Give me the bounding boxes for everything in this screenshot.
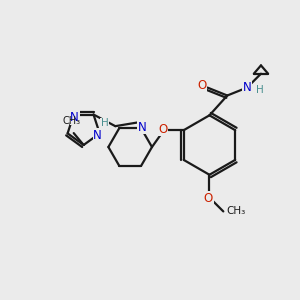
- Text: N: N: [70, 111, 79, 124]
- Text: N: N: [243, 81, 251, 94]
- Text: N: N: [93, 129, 102, 142]
- Text: H: H: [101, 118, 109, 128]
- Text: O: O: [204, 192, 213, 205]
- Text: H: H: [256, 85, 264, 94]
- Text: CH₃: CH₃: [226, 206, 245, 216]
- Text: CH₃: CH₃: [63, 116, 81, 126]
- Text: O: O: [158, 123, 167, 136]
- Text: O: O: [197, 79, 206, 92]
- Text: N: N: [138, 121, 146, 134]
